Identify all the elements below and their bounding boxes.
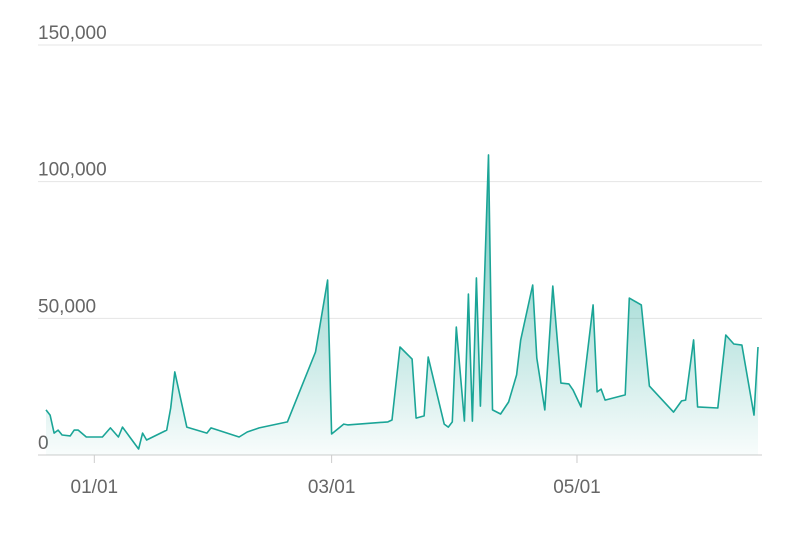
y-tick-label: 150,000 (38, 23, 107, 44)
x-tick-label: 01/01 (71, 477, 119, 498)
y-tick-label: 0 (38, 433, 49, 454)
y-tick-label: 50,000 (38, 296, 96, 317)
area (46, 154, 758, 455)
y-tick-label: 100,000 (38, 160, 107, 181)
line (45, 154, 759, 450)
x-tick-label: 05/01 (553, 477, 601, 498)
x-tick-label: 03/01 (308, 477, 356, 498)
